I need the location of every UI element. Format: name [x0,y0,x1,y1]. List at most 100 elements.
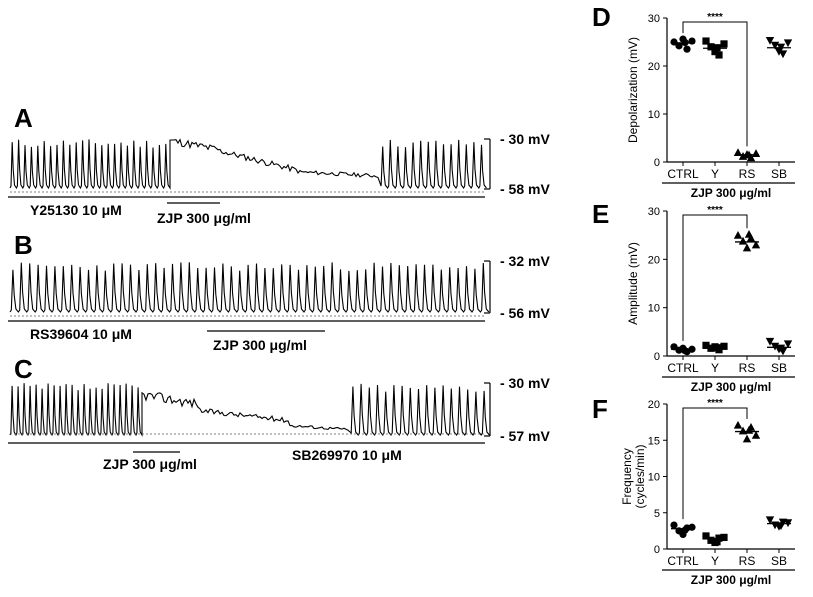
scatter-panel-d: D 0 10 20 30 Depolarization (mV) CTRL Y RS SB ZJP… [592,2,795,200]
data-point [683,45,691,53]
scatter-panel-e: E 0 10 20 30 Amplitude (mV) CTRL Y RS SB ZJP 300 … [592,199,795,394]
mv-top-b: - 32 mV [500,253,550,269]
data-point [702,532,710,540]
data-point [702,341,710,349]
data-point [720,40,728,48]
data-point [711,48,719,56]
scatter-panel-f: F 0 5 10 15 20 Frequency(cycles/min) CTRL Y RS SB… [592,394,795,587]
mv-bottom-a: - 58 mV [500,181,550,197]
scale-bracket-c [484,382,491,437]
x-tick-label: SB [771,361,787,375]
data-point [744,230,754,238]
data-point [681,526,689,534]
mv-top-c: - 30 mV [500,375,550,391]
y-tick-label: 20 [648,61,660,73]
panel-letter-b: B [14,230,33,260]
data-point [783,340,793,349]
trace-panel-a: A - 30 mV - 58 mV Y25130 10 μM ZJP 300 μ… [8,103,550,226]
drug-label-a: Y25130 10 μM [30,202,122,218]
x-tick-label: Y [711,167,719,181]
condition-label: ZJP 300 μg/ml [691,186,772,200]
x-tick-label: SB [771,167,787,181]
data-point [765,516,775,525]
y-axis-title: Frequency(cycles/min) [620,444,647,508]
x-tick-label: CTRL [667,167,699,181]
x-tick-label: RS [739,554,756,568]
panel-letter-a: A [14,103,33,133]
significance-bracket [682,407,748,520]
mv-bottom-c: - 57 mV [500,428,550,444]
data-point [733,148,743,156]
x-tick-label: Y [711,361,719,375]
data-point [751,240,761,249]
data-point [742,243,752,252]
data-point [738,426,748,435]
data-point [675,42,683,50]
x-tick-label: SB [771,554,787,568]
x-tick-label: RS [739,167,756,181]
y-tick-label: 15 [648,435,660,447]
significance-stars: **** [707,398,723,409]
data-point [783,39,793,48]
data-point [776,344,786,353]
data-point [742,434,752,443]
data-point [707,344,715,352]
scale-bracket-b [484,260,491,314]
y-tick-label: 10 [648,109,660,121]
membrane-trace-a [9,138,487,190]
data-point [707,536,715,544]
y-axis-title-line: (cycles/min) [633,444,647,508]
y-tick-label: 5 [654,508,660,520]
trace-panel-b: B - 32 mV - 56 mV RS39604 10 μM ZJP 300 … [8,230,550,353]
data-point [733,230,743,239]
data-point [720,533,728,541]
membrane-trace-b [9,262,490,313]
data-point [751,149,761,157]
data-point [715,534,723,542]
data-point [713,538,721,546]
significance-bracket [682,214,748,341]
x-tick-label: CTRL [667,361,699,375]
mv-top-a: - 30 mV [500,131,550,147]
panel-letter-c: C [14,354,33,384]
panel-letter-e: E [592,199,609,229]
data-point [681,347,689,355]
panel-letter-f: F [592,394,608,424]
y-tick-label: 20 [648,399,660,411]
trace-panel-c: C - 30 mV - 57 mV ZJP 300 μg/ml SB269970… [8,354,550,472]
drug-label-b: RS39604 10 μM [30,326,132,342]
x-tick-label: RS [739,361,756,375]
y-tick-label: 0 [654,544,660,556]
condition-label: ZJP 300 μg/ml [691,380,772,394]
significance-bracket [682,21,748,147]
data-point [670,521,678,529]
significance-stars: **** [707,12,723,23]
zjp-label-a: ZJP 300 μg/ml [157,210,251,226]
data-point [733,420,743,429]
membrane-trace-c [9,383,490,437]
x-tick-label: CTRL [667,554,699,568]
x-tick-label: Y [711,554,719,568]
data-point [670,38,678,46]
significance-stars: **** [707,205,723,216]
y-tick-label: 30 [648,206,660,218]
panel-letter-d: D [592,2,611,32]
data-point [715,51,723,59]
drug-label-c: SB269970 10 μM [292,447,402,463]
y-tick-label: 20 [648,254,660,266]
data-point [702,37,710,45]
data-point [765,36,775,45]
data-point [738,236,748,245]
data-point [707,43,715,51]
condition-label: ZJP 300 μg/ml [691,573,772,587]
y-tick-label: 30 [648,13,660,25]
y-tick-label: 10 [648,472,660,484]
y-axis-title-line: Frequency [620,448,634,505]
mv-bottom-b: - 56 mV [500,305,550,321]
data-point [688,523,696,531]
y-axis-title: Depolarization (mV) [626,37,640,143]
data-point [765,337,775,346]
zjp-label-b: ZJP 300 μg/ml [213,337,307,353]
y-axis-title: Amplitude (mV) [626,242,640,325]
